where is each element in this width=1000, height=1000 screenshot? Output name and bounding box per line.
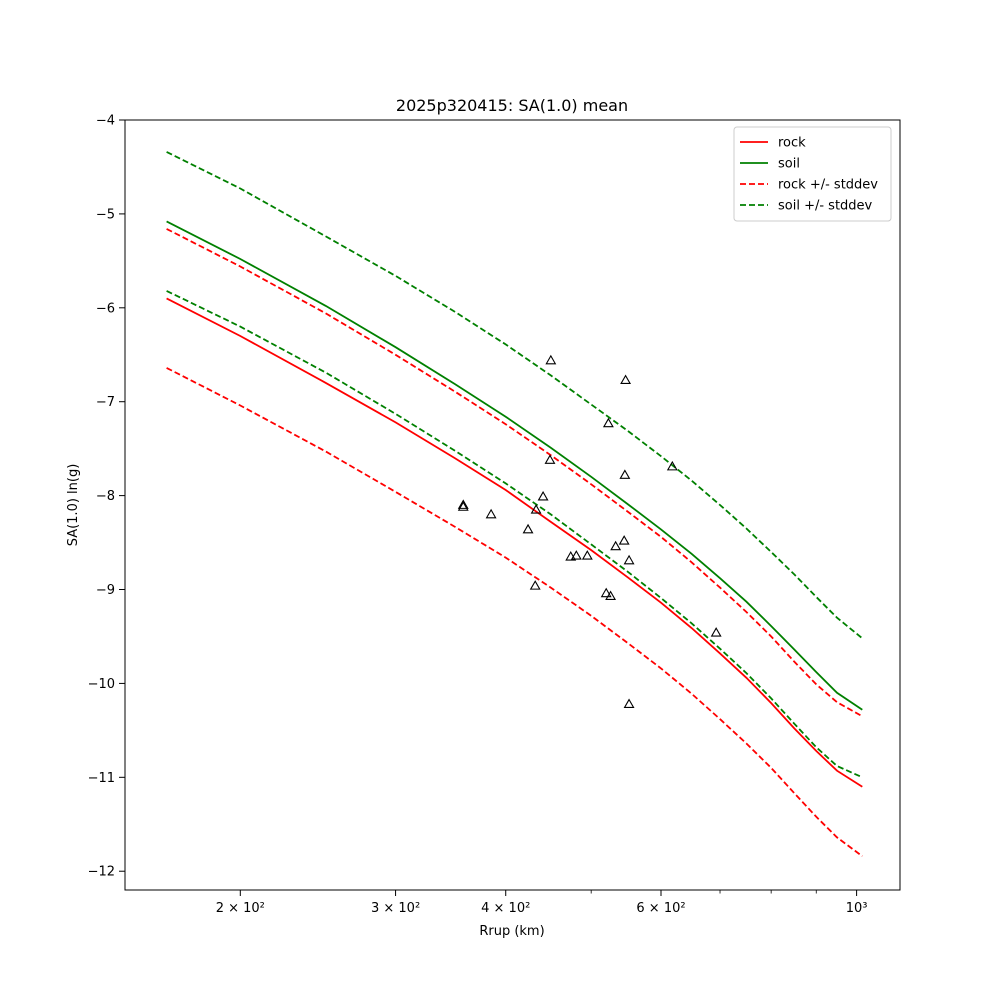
y-tick-label: −5	[96, 207, 115, 222]
observation-point	[619, 469, 631, 479]
observation-point	[485, 508, 497, 519]
observation-point	[610, 540, 622, 551]
x-tick-label: 6 × 10²	[636, 901, 685, 916]
observation-point	[710, 627, 722, 637]
x-tick-label: 3 × 10²	[371, 901, 420, 916]
series-line-3	[166, 367, 863, 857]
observation-point	[457, 499, 469, 509]
legend: rock soil rock +/- stddev soil +/- stddev	[733, 126, 892, 222]
y-axis-label: SA(1.0) ln(g)	[66, 464, 81, 547]
observation-point	[570, 550, 582, 560]
x-tick-label: 10³	[846, 901, 868, 916]
legend-box	[733, 126, 892, 222]
observation-point	[530, 504, 542, 514]
observation-point	[457, 501, 469, 511]
observation-point	[545, 354, 557, 365]
observation-point	[602, 417, 614, 428]
legend-entry: rock +/- stddev	[778, 178, 878, 193]
series-line-2	[166, 228, 863, 718]
observation-point	[544, 454, 556, 464]
chart-title: 2025p320415: SA(1.0) mean	[396, 96, 628, 115]
x-axis-label: Rrup (km)	[479, 924, 544, 939]
y-tick-label: −6	[96, 301, 115, 316]
observation-point	[529, 580, 541, 590]
series-line-4	[166, 151, 863, 639]
observation-point	[581, 550, 593, 560]
plot-frame	[124, 119, 901, 891]
observation-point	[537, 490, 549, 501]
x-tick-label: 2 × 10²	[216, 901, 265, 916]
x-tick-label: 4 × 10²	[481, 901, 530, 916]
plot-area	[124, 119, 901, 891]
observation-point	[600, 587, 612, 598]
observation-point	[623, 698, 635, 708]
observation-points	[457, 354, 722, 708]
series-layer	[166, 151, 863, 857]
series-line-1	[166, 220, 863, 711]
y-tick-label: −7	[96, 395, 115, 410]
legend-entry: soil	[778, 157, 800, 172]
observation-point	[666, 460, 678, 471]
series-line-5	[166, 290, 863, 779]
y-tick-label: −8	[96, 489, 115, 504]
legend-entry: rock	[778, 136, 806, 151]
x-axis: 2 × 10² 3 × 10² 4 × 10² 6 × 10² 10³	[216, 890, 868, 916]
series-line-0	[166, 297, 863, 788]
observation-point	[605, 590, 617, 601]
observation-point	[522, 523, 534, 534]
y-tick-label: −9	[96, 583, 115, 598]
y-tick-label: −10	[88, 677, 115, 692]
observation-point	[618, 535, 630, 545]
legend-entry: soil +/- stddev	[778, 199, 873, 214]
observation-point	[623, 554, 635, 565]
y-tick-label: −11	[88, 771, 115, 786]
y-axis: −4 −5 −6 −7 −8 −9 −10 −11 −12	[88, 114, 125, 880]
y-tick-label: −4	[96, 114, 115, 129]
observation-point	[620, 374, 632, 385]
y-tick-label: −12	[88, 865, 115, 880]
